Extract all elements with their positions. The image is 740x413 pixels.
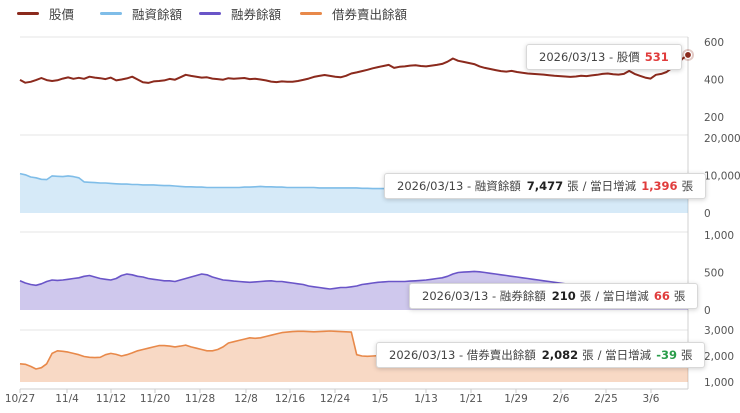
tooltip-lending-value: 2,082 [541,348,579,362]
tooltip-lending-label: 借券賣出餘額 [466,348,536,362]
tooltip-lending: 2026/03/13 - 借券賣出餘額 2,082 張 / 當日增減 -39 張 [376,342,706,368]
x-tick-label-7: 12/24 [320,393,351,405]
legend-swatch-short [199,11,221,15]
series-area-1 [20,173,688,213]
legend-swatch-lending [300,11,322,15]
series-marker-0 [683,50,693,60]
tooltip-lending-change: -39 [656,348,677,362]
x-tick-label-4: 11/28 [185,393,215,405]
tooltip-lending-sep: - [455,348,467,362]
x-tick-label-13: 2/25 [594,393,618,405]
x-tick-label-9: 1/13 [414,393,438,405]
y-tick-label-3-1: 2,000 [704,351,734,363]
x-tick-label-3: 11/20 [140,393,170,405]
y-tick-label-1-1: 10,000 [704,171,740,183]
tooltip-short-change: 66 [653,289,670,303]
tooltip-price-date: 2026/03/13 [539,50,606,64]
tooltip-price-value: 531 [644,50,669,64]
tooltip-margin-sep: - [463,179,475,193]
y-tick-label-3-0: 3,000 [704,325,734,337]
x-tick-label-2: 11/12 [96,393,126,405]
tooltip-price: 2026/03/13 - 股價 531 [526,44,682,70]
y-tick-label-0-0: 600 [704,37,724,49]
tooltip-short-sep: - [488,289,500,303]
tooltip-short-change-label: / 當日增減 [595,289,649,303]
x-tick-label-1: 11/4 [55,393,79,405]
tooltip-margin-value: 7,477 [526,179,564,193]
legend-item-short[interactable]: 融券餘額 [199,5,282,22]
y-tick-label-3-2: 1,000 [704,377,734,389]
tooltip-short-date: 2026/03/13 [422,289,489,303]
x-tick-label-10: 1/21 [459,393,483,405]
tooltip-lending-date: 2026/03/13 [389,348,456,362]
tooltip-lending-change-label: / 當日增減 [597,348,652,362]
x-tick-label-12: 2/6 [553,393,570,405]
y-tick-label-1-2: 0 [704,208,711,220]
tooltip-short-unit: 張 [579,289,592,303]
legend-swatch-margin [100,11,122,15]
y-tick-label-2-0: 1,000 [704,230,734,242]
x-tick-label-0: 10/27 [5,393,35,405]
tooltip-margin: 2026/03/13 - 融資餘額 7,477 張 / 當日增減 1,396 張 [384,173,707,199]
tooltip-margin-unit: 張 [567,179,579,193]
chart-legend: 股價 融資餘額 融券餘額 借券賣出餘額 [0,0,740,26]
legend-item-margin[interactable]: 融資餘額 [100,5,183,22]
x-tick-label-5: 12/8 [234,393,258,405]
tooltip-price-label: 股價 [616,50,640,64]
series-line-0 [19,54,689,84]
y-tick-label-2-2: 0 [704,305,711,317]
legend-item-lending[interactable]: 借券賣出餘額 [300,5,408,22]
legend-swatch-price [17,11,39,15]
legend-label-price: 股價 [49,6,75,22]
x-tick-label-14: 3/6 [643,393,660,405]
tooltip-short: 2026/03/13 - 融券餘額 210 張 / 當日增減 66 張 [409,283,699,309]
x-tick-label-6: 12/16 [275,393,306,405]
tooltip-margin-label: 融資餘額 [474,179,521,193]
tooltip-price-sep: - [605,50,617,64]
tooltip-margin-date: 2026/03/13 [397,179,464,193]
tooltip-lending-unit: 張 [582,348,594,362]
tooltip-short-label: 融券餘額 [499,289,546,303]
legend-label-lending: 借券賣出餘額 [332,6,408,22]
x-tick-label-8: 1/5 [372,393,389,405]
legend-label-margin: 融資餘額 [132,6,183,22]
tooltip-margin-change: 1,396 [641,179,678,193]
legend-label-short: 融券餘額 [231,6,282,22]
x-tick-label-11: 1/29 [504,393,528,405]
y-tick-label-0-1: 400 [704,75,724,87]
tooltip-margin-change-label: / 當日增減 [582,179,637,193]
legend-item-price[interactable]: 股價 [17,5,75,22]
y-tick-label-0-2: 200 [704,112,724,124]
y-tick-label-1-0: 20,000 [704,133,740,145]
tooltip-lending-change-unit: 張 [680,348,693,362]
tooltip-short-value: 210 [551,289,576,303]
tooltip-short-change-unit: 張 [673,289,686,303]
series-area-3 [20,331,688,382]
y-tick-label-2-1: 500 [704,268,724,280]
tooltip-margin-change-unit: 張 [681,179,694,193]
